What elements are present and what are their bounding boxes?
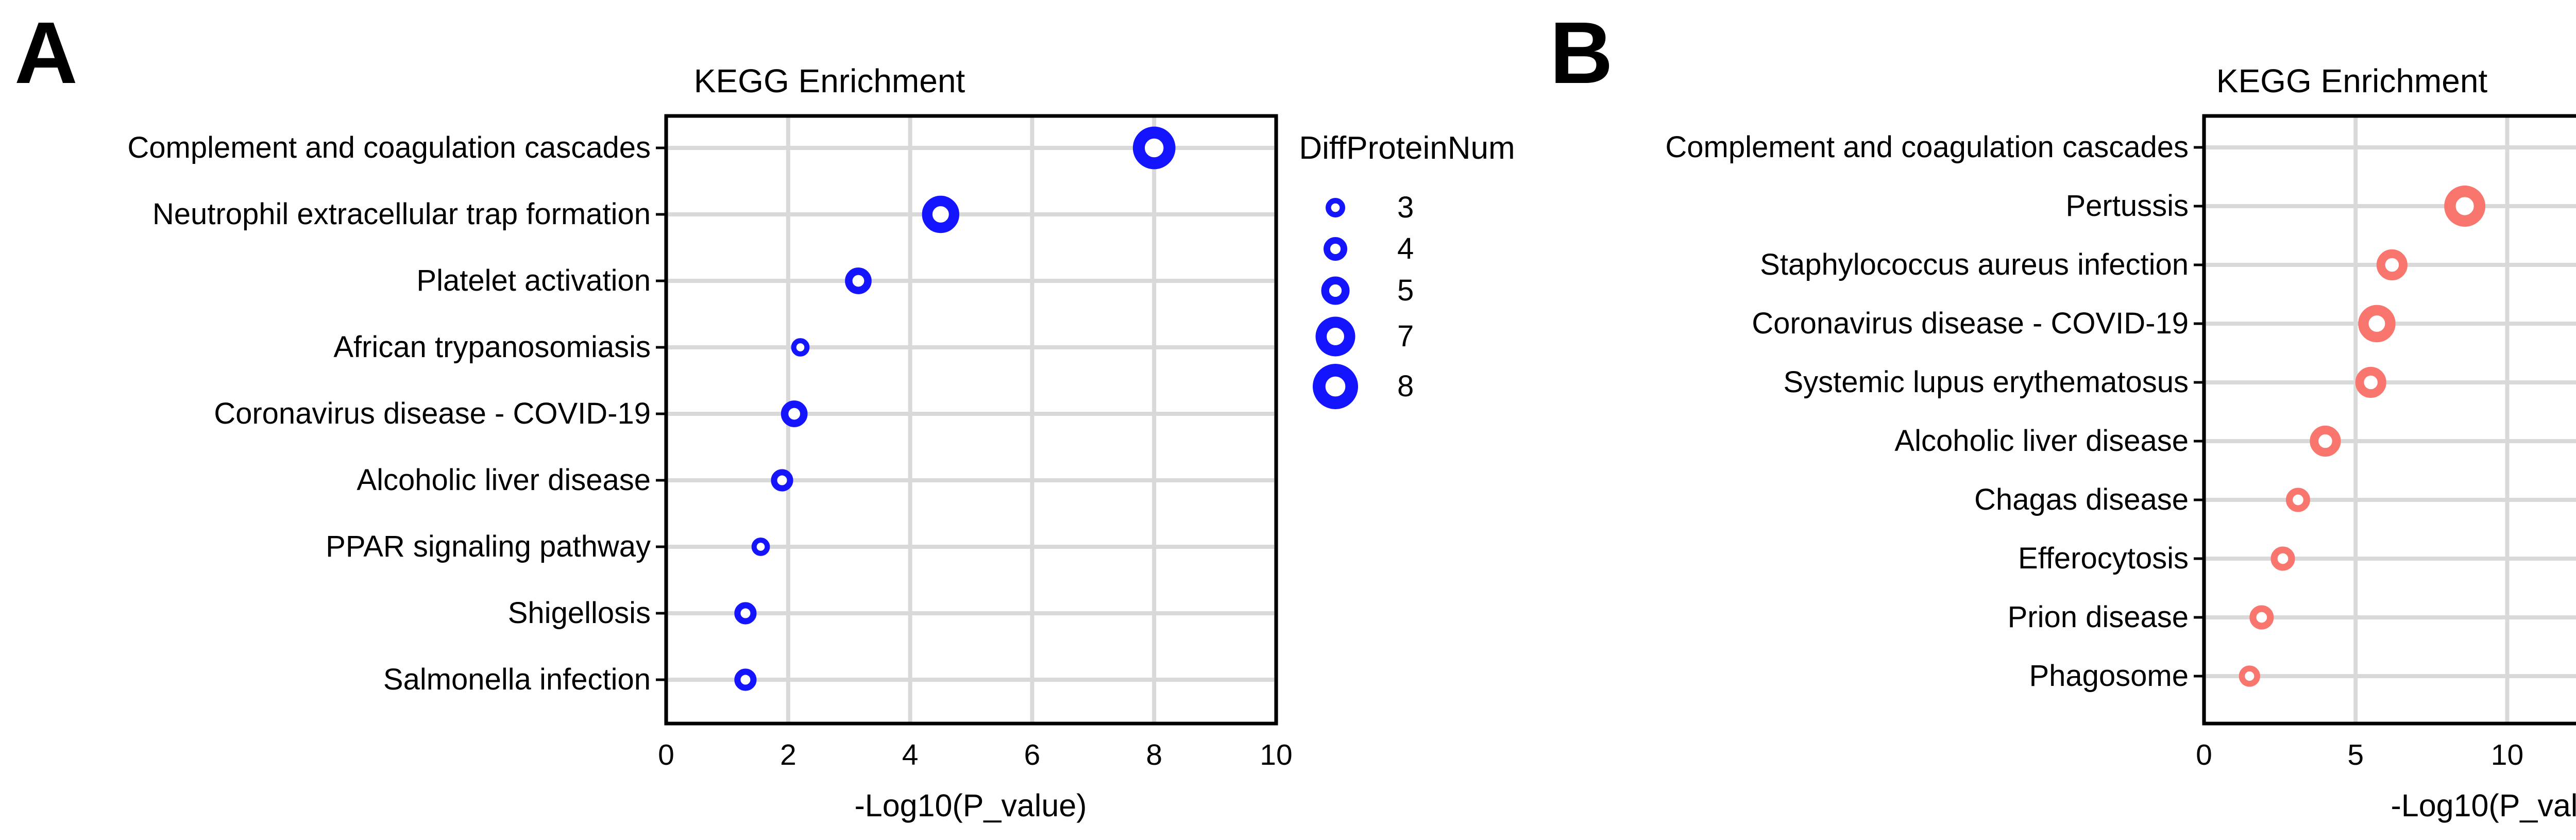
y-axis-label-alcoholic-liver-disease: Alcoholic liver disease <box>357 463 651 497</box>
x-tick-label-6: 6 <box>1024 738 1041 771</box>
y-axis-label-platelet-activation: Platelet activation <box>416 264 651 297</box>
x-tick-label-0: 0 <box>658 738 674 771</box>
y-axis-label-chagas-disease: Chagas disease <box>1974 483 2189 516</box>
legend-label-5: 5 <box>1397 274 1414 307</box>
plot-border <box>664 114 1278 726</box>
chart-title: KEGG Enrichment <box>2216 62 2488 99</box>
data-point-efferocytosis <box>2270 546 2295 571</box>
data-point-ppar-signaling-pathway <box>751 537 770 556</box>
data-point-coronavirus-disease-covid-19 <box>2358 305 2396 343</box>
y-axis-label-neutrophil-extracellular-trap-formation: Neutrophil extracellular trap formation <box>152 197 651 231</box>
y-axis-label-systemic-lupus-erythematosus: Systemic lupus erythematosus <box>1783 365 2189 399</box>
legend-label-8: 8 <box>1397 369 1414 403</box>
y-axis-label-complement-and-coagulation-cascades: Complement and coagulation cascades <box>1665 130 2189 164</box>
y-axis-label-efferocytosis: Efferocytosis <box>2018 542 2189 575</box>
legend-label-4: 4 <box>1397 232 1414 265</box>
legend-circle-4 <box>1323 237 1347 261</box>
x-tick-label-0: 0 <box>2196 738 2212 771</box>
legend-label-7: 7 <box>1397 320 1414 353</box>
data-point-alcoholic-liver-disease <box>771 469 793 492</box>
data-point-alcoholic-liver-disease <box>2310 425 2341 457</box>
panel-letter-b: B <box>1550 4 1613 102</box>
x-axis-title: -Log10(P_value) <box>854 788 1087 823</box>
chart-title: KEGG Enrichment <box>693 62 965 99</box>
legend-circle-7 <box>1315 316 1355 357</box>
y-axis-label-phagosome: Phagosome <box>2029 659 2189 693</box>
y-axis-label-pertussis: Pertussis <box>2065 189 2189 223</box>
y-axis-label-salmonella-infection: Salmonella infection <box>383 663 651 696</box>
data-point-systemic-lupus-erythematosus <box>2355 366 2386 398</box>
y-axis-label-shigellosis: Shigellosis <box>507 596 651 630</box>
plot-border <box>2202 114 2576 726</box>
legend-title: DiffProteinNum <box>1299 130 1515 166</box>
data-point-chagas-disease <box>2285 488 2310 512</box>
data-point-african-trypanosomiasis <box>791 338 810 357</box>
x-tick-label-10: 10 <box>2490 738 2524 771</box>
y-axis-label-ppar-signaling-pathway: PPAR signaling pathway <box>326 530 651 563</box>
data-point-prion-disease <box>2249 605 2274 630</box>
data-point-phagosome <box>2239 665 2260 687</box>
x-tick-label-8: 8 <box>1146 738 1163 771</box>
y-axis-label-staphylococcus-aureus-infection: Staphylococcus aureus infection <box>1760 248 2189 281</box>
data-point-complement-and-coagulation-cascades <box>1132 126 1176 170</box>
data-point-salmonella-infection <box>734 668 757 691</box>
y-axis-label-prion-disease: Prion disease <box>2007 600 2189 634</box>
y-axis-label-alcoholic-liver-disease: Alcoholic liver disease <box>1894 424 2189 458</box>
data-point-shigellosis <box>734 602 757 625</box>
data-point-neutrophil-extracellular-trap-formation <box>922 195 959 233</box>
x-tick-label-4: 4 <box>902 738 919 771</box>
y-axis-label-coronavirus-disease-covid-19: Coronavirus disease - COVID-19 <box>1752 307 2189 340</box>
legend-circle-8 <box>1313 364 1359 410</box>
data-point-coronavirus-disease-covid-19 <box>781 400 808 427</box>
legend-circle-5 <box>1321 276 1350 305</box>
x-tick-label-10: 10 <box>1260 738 1293 771</box>
x-tick-label-2: 2 <box>779 738 796 771</box>
legend-circle-3 <box>1326 198 1346 218</box>
x-tick-label-5: 5 <box>2347 738 2364 771</box>
y-axis-label-african-trypanosomiasis: African trypanosomiasis <box>333 330 651 364</box>
panel-letter-a: A <box>14 4 78 102</box>
y-axis-label-complement-and-coagulation-cascades: Complement and coagulation cascades <box>127 131 651 164</box>
legend-label-3: 3 <box>1397 191 1414 224</box>
x-axis-title: -Log10(P_value) <box>2391 788 2576 823</box>
y-axis-label-coronavirus-disease-covid-19: Coronavirus disease - COVID-19 <box>214 397 651 430</box>
data-point-staphylococcus-aureus-infection <box>2376 249 2408 281</box>
data-point-pertussis <box>2444 186 2486 227</box>
data-point-platelet-activation <box>845 267 872 294</box>
